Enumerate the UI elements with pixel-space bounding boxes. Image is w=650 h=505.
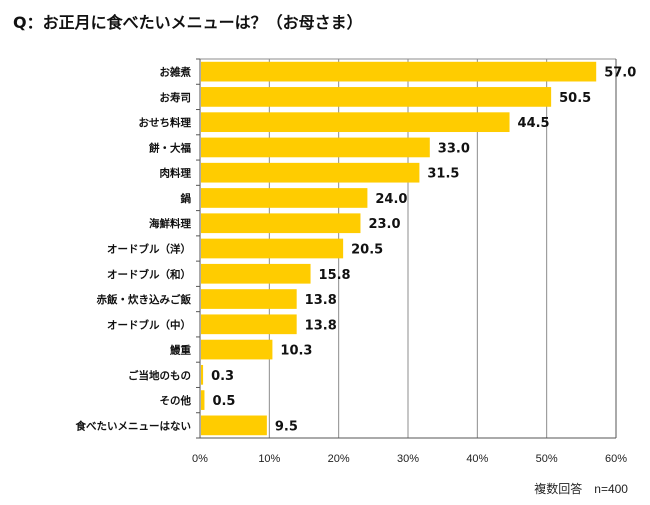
x-tick-label: 10% [258, 453, 280, 465]
category-label: 肉料理 [160, 167, 192, 180]
value-label: 44.5 [518, 116, 550, 131]
value-label: 20.5 [351, 243, 383, 258]
category-label: おせち料理 [139, 116, 192, 129]
category-label: お寿司 [160, 91, 192, 104]
x-tick-label: 20% [328, 453, 350, 465]
category-label: 食べたいメニューはない [75, 419, 192, 432]
category-label: 餅・大福 [148, 141, 191, 154]
value-label: 24.0 [375, 192, 407, 207]
bar [201, 213, 361, 234]
bar [201, 238, 344, 259]
bar [201, 112, 510, 133]
category-label: 海鮮料理 [149, 217, 191, 230]
value-label: 33.0 [438, 141, 470, 156]
axes [196, 58, 617, 439]
category-label: オードブル（和） [107, 268, 191, 281]
bar [201, 415, 267, 436]
category-label: お雑煮 [160, 66, 192, 79]
x-tick-label: 0% [192, 453, 208, 465]
category-label: オードブル（中） [107, 318, 191, 331]
bar [201, 188, 368, 208]
value-labels: 57.0 50.5 44.5 33.0 31.5 24.0 23.0 20.515.8 13.8… [211, 66, 636, 435]
chart-title: Q：お正月に食べたいメニューは？（お母さま） [13, 13, 363, 32]
value-label: 13.8 [305, 318, 337, 333]
x-tick-label: 60% [605, 453, 627, 465]
bar [201, 314, 297, 335]
value-label: 50.5 [559, 91, 591, 106]
value-label: 57.0 [604, 66, 636, 81]
bar [201, 263, 311, 284]
bar [201, 390, 205, 410]
category-label: その他 [160, 394, 192, 407]
value-label: 10.3 [280, 344, 312, 359]
bar [201, 162, 420, 183]
bar [201, 61, 597, 82]
x-tick-label: 40% [466, 453, 488, 465]
value-label: 0.3 [211, 369, 234, 384]
footnote: 複数回答 n=400 [534, 482, 628, 496]
category-label: オードブル（洋） [107, 243, 191, 256]
value-label: 13.8 [305, 293, 337, 308]
x-tick-label: 30% [397, 453, 419, 465]
value-label: 9.5 [275, 419, 298, 434]
value-label: 31.5 [427, 167, 459, 182]
category-label: ご当地のもの [128, 369, 191, 382]
category-label: 赤飯・炊き込みご飯 [97, 293, 192, 306]
bar [201, 339, 273, 360]
category-label: 鍋 [181, 192, 192, 205]
bars [201, 61, 597, 436]
bar [201, 137, 430, 158]
value-label: 0.5 [212, 394, 235, 409]
x-tick-label: 50% [536, 453, 558, 465]
x-tick-labels: 0% 10% 20% 30% 40% 50% 60% [192, 453, 627, 465]
bar [201, 87, 552, 107]
bar [201, 364, 204, 385]
value-label: 23.0 [368, 217, 400, 232]
bar [201, 289, 297, 309]
value-label: 15.8 [319, 268, 351, 283]
category-label: 鰻重 [170, 344, 191, 357]
